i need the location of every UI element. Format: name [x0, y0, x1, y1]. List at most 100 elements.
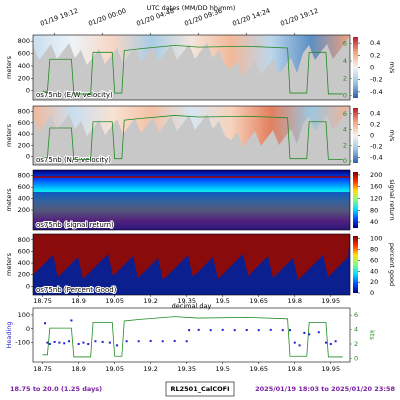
heading-point: [53, 340, 56, 343]
y2-tick-label: 0: [343, 92, 347, 100]
colorbar-tick-label: 20: [370, 278, 378, 286]
heading-point: [149, 339, 152, 342]
colorbar-tick-label: 0.4: [370, 39, 380, 47]
heading-point: [324, 341, 327, 344]
heatmap: [33, 35, 350, 100]
heading-point: [58, 341, 61, 344]
heatmap: [33, 170, 350, 230]
heatmap: [33, 106, 350, 165]
heading-point: [288, 329, 291, 332]
heading-point: [281, 329, 284, 332]
y2-tick-label: 2: [343, 141, 347, 149]
x-tick-label: 19.2: [143, 365, 157, 373]
colorbar-tick-label: -0.4: [370, 154, 383, 162]
y-tick-label: 400: [18, 62, 30, 70]
y-tick-label: 0: [26, 325, 30, 333]
colorbar-tick-label: 160: [370, 183, 382, 191]
heading-point: [94, 340, 97, 343]
heading-point: [233, 329, 236, 332]
colorbar-tick-label: 0: [370, 132, 374, 140]
heading-point: [185, 340, 188, 343]
footer-center: RL2501_CalCOFI: [170, 385, 229, 393]
pg-high: [33, 234, 350, 280]
heading-point: [303, 331, 306, 334]
y2-tick-label: 4: [343, 57, 347, 65]
plot-frame: [32, 34, 351, 101]
colorbar-tick-label: 40: [370, 218, 378, 226]
heading-point: [137, 340, 140, 343]
y-tick-label: 400: [18, 195, 30, 203]
heading-point: [125, 340, 128, 343]
y-tick-label: 400: [18, 130, 30, 138]
colorbar: [353, 236, 358, 293]
colorbar-label: m/s: [388, 62, 396, 75]
x-tick-label: 19.65: [249, 297, 268, 305]
heading-point: [108, 341, 111, 344]
footer-box: [165, 381, 235, 397]
plot-frame: [32, 307, 351, 363]
y-tick-label: 200: [18, 206, 30, 214]
x-tick-label: 19.35: [177, 365, 196, 373]
colorbar-tick-label: 60: [370, 256, 378, 264]
plot-frame: [32, 105, 351, 166]
x-tick-label: 18.9: [71, 365, 85, 373]
colorbar-tick-label: 40: [370, 267, 378, 275]
colorbar-tick-label: 0.4: [370, 110, 380, 118]
y2-tick-label: 6: [343, 40, 347, 48]
footer-left: 18.75 to 20.0 (1.25 days): [10, 385, 102, 393]
x-tick-label: 19.8: [288, 297, 302, 305]
heading-point: [298, 344, 301, 347]
speed-line: [42, 44, 343, 95]
colorbar: [353, 108, 358, 163]
top-tick-label: 01/20 00:00: [87, 7, 127, 28]
heading-point: [308, 333, 311, 336]
y-tick-label: 400: [18, 259, 30, 267]
colorbar-tick-label: 100: [370, 235, 382, 243]
x-tick-label: 19.35: [177, 297, 196, 305]
colorbar-tick-label: 0: [370, 64, 374, 72]
plot-frame: [32, 233, 351, 296]
x-tick-label: 18.9: [71, 297, 85, 305]
y-label: meters: [5, 55, 13, 79]
heading-point: [116, 344, 119, 347]
heading-point: [48, 343, 51, 345]
speed-line: [42, 115, 343, 160]
heading-point: [293, 341, 296, 344]
y2-tick-label: 2: [354, 340, 358, 348]
y2-tick-label: 2: [343, 74, 347, 82]
y-tick-label: 800: [18, 172, 30, 180]
x-label: decimal day: [172, 302, 212, 310]
y-label: Heading: [5, 321, 13, 348]
panel-title: os75nb (Percent Good): [36, 286, 117, 294]
x-tick-label: 19.5: [215, 365, 229, 373]
panel-title: os75nb (N/S velocity): [36, 156, 111, 164]
top-tick-label: 01/20 19:12: [279, 7, 319, 28]
heatmap: [33, 234, 350, 295]
signal-deep: [33, 192, 350, 230]
y2-tick-label: 4: [343, 126, 347, 134]
y-tick-label: 0: [26, 153, 30, 161]
panel-title: os75nb (E/W velocity): [36, 91, 113, 99]
colorbar-tick-label: 0: [370, 289, 374, 297]
heading-point: [197, 328, 200, 331]
colorbar-label: m/s: [388, 130, 396, 143]
y-tick-label: 600: [18, 119, 30, 127]
heading-point: [68, 340, 71, 343]
y2-tick-label: 4: [354, 326, 358, 334]
x-tick-label: 19.05: [105, 365, 124, 373]
y-label: meters: [5, 252, 13, 276]
y-tick-label: 0: [26, 87, 30, 95]
heading-point: [334, 340, 337, 343]
y-tick-label: 800: [18, 236, 30, 244]
y-tick-label: 200: [18, 271, 30, 279]
colorbar-tick-label: 120: [370, 195, 382, 203]
x-tick-label: 18.75: [33, 297, 52, 305]
colorbar-tick-label: -0.2: [370, 76, 383, 84]
top-tick-label: 01/20 14:24: [231, 7, 271, 28]
y-tick-label: 200: [18, 74, 30, 82]
heading-point: [44, 322, 47, 325]
heading-point: [221, 328, 224, 331]
heading-point: [77, 343, 80, 345]
heading-point: [245, 329, 248, 332]
